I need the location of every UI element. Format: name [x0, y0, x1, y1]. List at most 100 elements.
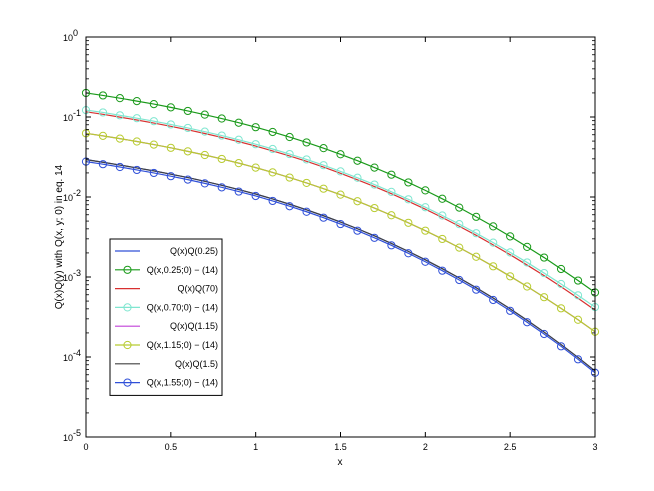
data-point	[421, 203, 430, 212]
data-point	[506, 306, 515, 315]
legend-marker	[123, 340, 132, 350]
legend-box	[109, 238, 223, 396]
data-point	[166, 120, 175, 129]
data-point	[438, 211, 447, 220]
data-point	[489, 222, 498, 231]
data-point	[217, 154, 226, 164]
data-point	[98, 108, 108, 117]
series-line	[85, 109, 596, 308]
data-point	[556, 342, 566, 351]
legend-entry: Q(x,1.55;0) − (14)	[147, 378, 218, 388]
data-point	[251, 191, 260, 201]
legend-entry: Q(x)Q(0.25)	[170, 246, 218, 256]
data-point	[115, 134, 125, 143]
data-point	[234, 118, 243, 127]
data-point	[421, 226, 430, 235]
x-tick-label: 0	[83, 442, 88, 452]
data-point	[404, 249, 413, 258]
data-point	[370, 233, 379, 242]
series-line	[85, 111, 596, 311]
data-point	[353, 156, 362, 165]
data-point	[285, 149, 294, 159]
legend-entry: Q(x,0.25;0) − (14)	[147, 265, 218, 275]
data-point	[183, 175, 192, 184]
y-tick-label: 10	[63, 113, 73, 123]
data-point	[302, 178, 311, 188]
data-point	[268, 127, 277, 137]
data-point	[302, 138, 311, 147]
data-point	[149, 168, 158, 178]
data-point	[217, 131, 226, 140]
y-tick-label-exponent: -2	[73, 188, 81, 198]
data-point	[404, 218, 413, 227]
data-point	[251, 163, 260, 172]
data-point	[251, 123, 260, 132]
y-tick-label-exponent: -3	[73, 268, 81, 278]
data-point	[268, 168, 277, 177]
y-tick-label: 10	[63, 273, 73, 283]
data-point	[421, 186, 430, 195]
data-point	[115, 94, 125, 103]
data-point	[573, 355, 583, 364]
data-point	[302, 207, 311, 216]
data-point	[183, 123, 192, 133]
data-point	[115, 162, 125, 172]
data-point	[353, 173, 362, 182]
x-tick-label: 1.5	[334, 442, 347, 452]
data-point	[540, 253, 549, 262]
data-point	[166, 103, 175, 112]
data-point	[217, 114, 226, 123]
data-point	[506, 248, 515, 257]
data-point	[166, 172, 175, 181]
data-point	[404, 195, 413, 204]
legend-entry: Q(x,1.15;0) − (14)	[147, 340, 218, 350]
data-point	[540, 293, 549, 302]
data-point	[472, 229, 481, 238]
data-point	[302, 155, 311, 164]
data-point	[370, 180, 379, 189]
data-point	[353, 226, 362, 235]
data-point	[268, 196, 277, 206]
data-point	[183, 147, 192, 156]
data-point	[132, 114, 141, 123]
y-tick-label: 10	[63, 433, 73, 443]
y-tick-label-exponent: 0	[73, 28, 78, 38]
series-line	[85, 161, 596, 374]
x-tick-label: 2	[423, 442, 428, 452]
data-point	[387, 211, 396, 220]
data-point	[319, 213, 328, 222]
data-point	[573, 315, 583, 324]
data-point	[98, 131, 108, 140]
data-point	[472, 285, 481, 294]
data-point	[353, 197, 362, 206]
x-tick-label: 3	[592, 442, 597, 452]
data-point	[489, 238, 498, 247]
legend-marker	[123, 378, 132, 387]
data-point	[472, 252, 481, 261]
series-line	[85, 132, 596, 333]
data-point	[132, 137, 141, 146]
x-axis-label: x	[338, 457, 343, 468]
data-point	[132, 165, 141, 175]
data-point	[523, 318, 532, 327]
data-point	[523, 242, 532, 251]
legend-entry: Q(x)Q(1.15)	[170, 321, 218, 331]
data-point	[98, 91, 108, 100]
x-tick-label: 1	[253, 442, 258, 452]
data-point	[200, 179, 209, 188]
data-point	[183, 106, 192, 116]
legend-marker	[123, 265, 132, 274]
x-tick-label: 2.5	[504, 442, 517, 452]
data-point	[217, 183, 226, 192]
data-point	[370, 203, 379, 213]
data-point	[573, 291, 583, 300]
data-point	[573, 276, 583, 285]
data-point	[438, 266, 447, 275]
y-tick-label-exponent: -1	[73, 108, 81, 118]
data-point	[404, 178, 413, 187]
data-point	[336, 150, 345, 159]
y-tick-label-exponent: -4	[73, 348, 81, 358]
